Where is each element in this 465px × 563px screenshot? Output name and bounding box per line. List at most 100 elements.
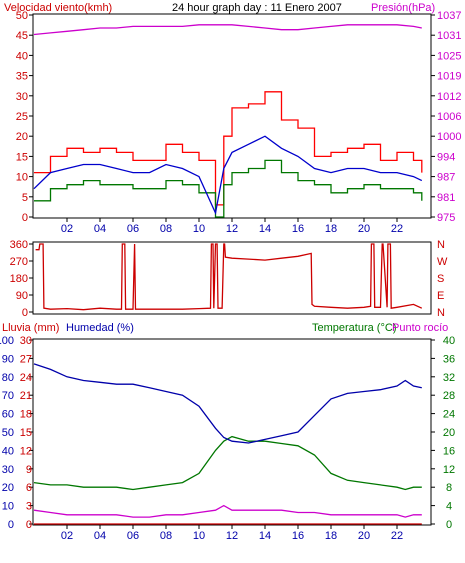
temperature-y-tick-label: 4 [446, 501, 452, 513]
compass-tick-label: N [437, 239, 445, 251]
rain-y-tick-label: 9 [26, 464, 32, 476]
wind-low-line [34, 159, 423, 218]
pressure-y-tick-label: 1031 [437, 30, 461, 42]
direction-y-tick-label: 0 [22, 307, 28, 319]
x-tick-label: 04 [94, 223, 106, 235]
wind-y-tick-label: 20 [16, 131, 28, 143]
x-tick-label: 14 [259, 530, 271, 542]
pressure-y-tick-label: 975 [437, 212, 455, 224]
rain-y-tick-label: 24 [20, 372, 32, 384]
direction-y-tick-label: 90 [16, 290, 28, 302]
wind-direction-line [35, 243, 423, 311]
wind-y-tick-label: 15 [16, 151, 28, 163]
temperature-y-tick-label: 40 [443, 335, 455, 347]
rain-y-tick-label: 3 [26, 501, 32, 513]
rain-y-tick-label: 12 [20, 445, 32, 457]
humidity-y-tick-label: 30 [2, 464, 14, 476]
pressure-y-tick-label: 1025 [437, 50, 461, 62]
wind-y-tick-label: 10 [16, 172, 28, 184]
rain-y-tick-label: 21 [20, 390, 32, 402]
wind-gust-line [34, 91, 423, 206]
direction-y-tick-label: 270 [10, 256, 28, 268]
temperature-y-tick-label: 0 [446, 519, 452, 531]
humidity-axis-title: Humedad (%) [66, 322, 134, 334]
temperature-axis-title: Temperatura (°C) [312, 322, 396, 334]
wind-y-tick-label: 45 [16, 30, 28, 42]
pressure-axis-title: Presión(hPa) [371, 2, 435, 14]
wind-y-tick-label: 35 [16, 71, 28, 83]
pressure-y-tick-label: 1012 [437, 91, 461, 103]
temperature-y-tick-label: 32 [443, 372, 455, 384]
pressure-y-tick-label: 1037 [437, 10, 461, 22]
temperature-y-tick-label: 16 [443, 445, 455, 457]
temperature-y-tick-label: 8 [446, 482, 452, 494]
x-tick-label: 12 [226, 223, 238, 235]
x-tick-label: 12 [226, 530, 238, 542]
humidity-y-tick-label: 100 [0, 335, 14, 347]
x-tick-label: 20 [358, 530, 370, 542]
pressure-y-tick-label: 981 [437, 192, 455, 204]
x-tick-label: 18 [325, 530, 337, 542]
dewpoint-line [33, 504, 422, 518]
compass-tick-label: N [437, 307, 445, 319]
direction-y-tick-label: 360 [10, 239, 28, 251]
temperature-y-tick-label: 28 [443, 390, 455, 402]
compass-tick-label: E [437, 290, 444, 302]
x-tick-label: 02 [61, 530, 73, 542]
x-tick-label: 02 [61, 223, 73, 235]
rain-y-tick-label: 18 [20, 409, 32, 421]
x-tick-label: 08 [160, 530, 172, 542]
x-tick-label: 14 [259, 223, 271, 235]
x-tick-label: 08 [160, 223, 172, 235]
x-tick-label: 16 [292, 530, 304, 542]
wind-y-tick-label: 40 [16, 50, 28, 62]
humidity-y-tick-label: 80 [2, 372, 14, 384]
dewpoint-axis-title: Punto rocío [392, 322, 448, 334]
temperature-y-tick-label: 36 [443, 353, 455, 365]
humidity-y-tick-label: 20 [2, 482, 14, 494]
wind-y-tick-label: 50 [16, 10, 28, 22]
humidity-line [33, 363, 422, 444]
pressure-y-tick-label: 987 [437, 172, 455, 184]
temperature-line [33, 435, 422, 491]
x-tick-label: 18 [325, 223, 337, 235]
rain-y-tick-label: 30 [20, 335, 32, 347]
temperature-y-tick-label: 12 [443, 464, 455, 476]
rain-axis-title: Lluvia (mm) [2, 322, 59, 334]
x-tick-label: 10 [193, 223, 205, 235]
wind-y-tick-label: 0 [22, 212, 28, 224]
humidity-y-tick-label: 0 [8, 519, 14, 531]
x-tick-label: 20 [358, 223, 370, 235]
compass-tick-label: S [437, 273, 444, 285]
humidity-y-tick-label: 70 [2, 390, 14, 402]
humidity-y-tick-label: 60 [2, 409, 14, 421]
x-tick-label: 16 [292, 223, 304, 235]
wind-y-tick-label: 25 [16, 111, 28, 123]
rain-y-tick-label: 0 [26, 519, 32, 531]
compass-tick-label: W [437, 256, 448, 268]
rain-y-tick-label: 6 [26, 482, 32, 494]
graph-title: 24 hour graph day : 11 Enero 2007 [172, 2, 342, 14]
temperature-y-tick-label: 20 [443, 427, 455, 439]
temperature-y-tick-label: 24 [443, 409, 455, 421]
wind-y-tick-label: 30 [16, 91, 28, 103]
rain-y-tick-label: 15 [20, 427, 32, 439]
humidity-y-tick-label: 10 [2, 501, 14, 513]
pressure-y-tick-label: 1019 [437, 71, 461, 83]
pressure-y-tick-label: 1006 [437, 111, 461, 123]
x-tick-label: 04 [94, 530, 106, 542]
humidity-y-tick-label: 50 [2, 427, 14, 439]
wind-y-tick-label: 5 [22, 192, 28, 204]
x-tick-label: 06 [127, 223, 139, 235]
x-tick-label: 06 [127, 530, 139, 542]
direction-y-tick-label: 180 [10, 273, 28, 285]
wind-axis-title: Velocidad viento(kmh) [4, 2, 112, 14]
x-tick-label: 10 [193, 530, 205, 542]
humidity-temp-panel [32, 338, 432, 526]
rain-y-tick-label: 27 [20, 353, 32, 365]
humidity-y-tick-label: 90 [2, 353, 14, 365]
x-tick-label: 22 [391, 530, 403, 542]
pressure-line [33, 24, 422, 36]
